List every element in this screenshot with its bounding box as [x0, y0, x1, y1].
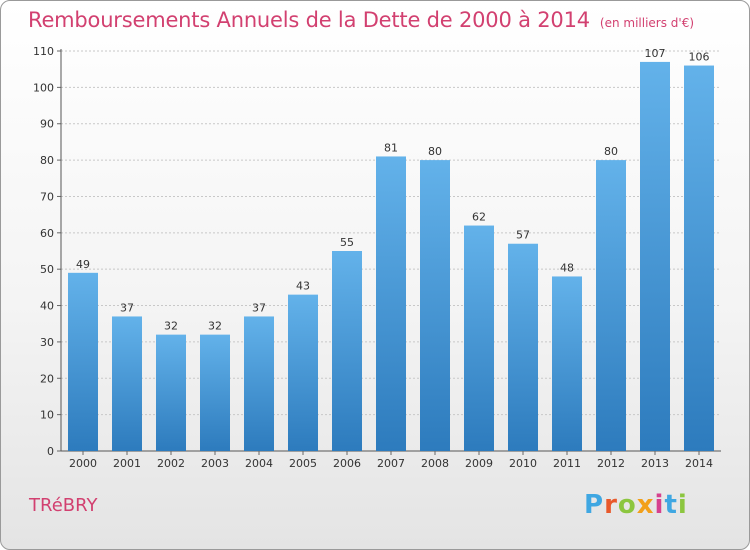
logo-letter: r [604, 490, 618, 520]
logo-letter: x [636, 490, 655, 520]
chart-subtitle: (en milliers d'€) [599, 16, 695, 30]
value-label: 106 [689, 51, 710, 64]
x-tick-label: 2004 [245, 457, 273, 470]
x-tick-label: 2014 [685, 457, 713, 470]
x-tick-label: 2007 [377, 457, 405, 470]
y-tick-label: 70 [40, 190, 54, 203]
bar [420, 160, 450, 451]
y-tick-label: 20 [40, 372, 54, 385]
y-tick-label: 100 [33, 81, 54, 94]
value-label: 49 [76, 258, 90, 271]
logo-letter: o [617, 490, 637, 520]
chart-title: Remboursements Annuels de la Dette de 20… [28, 8, 694, 32]
value-label: 37 [120, 301, 134, 314]
value-label: 48 [560, 261, 574, 274]
x-tick-label: 2001 [113, 457, 141, 470]
bar [200, 334, 230, 451]
logo-letter: t [664, 490, 678, 520]
bar [244, 316, 274, 451]
x-tick-label: 2002 [157, 457, 185, 470]
x-tick-label: 2006 [333, 457, 361, 470]
y-tick-label: 50 [40, 263, 54, 276]
y-tick-label: 110 [33, 45, 54, 58]
value-label: 55 [340, 236, 354, 249]
value-label: 32 [208, 320, 222, 333]
y-tick-label: 90 [40, 118, 54, 131]
value-label: 32 [164, 320, 178, 333]
value-label: 62 [472, 211, 486, 224]
value-label: 37 [252, 301, 266, 314]
x-tick-label: 2008 [421, 457, 449, 470]
x-tick-label: 2013 [641, 457, 669, 470]
y-tick-label: 80 [40, 154, 54, 167]
value-label: 81 [384, 141, 398, 154]
x-tick-label: 2010 [509, 457, 537, 470]
y-tick-label: 60 [40, 227, 54, 240]
bar [552, 276, 582, 451]
bar [640, 61, 670, 452]
x-tick-label: 2011 [553, 457, 581, 470]
bar [288, 294, 318, 451]
bar [508, 243, 538, 451]
bar [68, 272, 98, 451]
bar [684, 65, 714, 451]
x-tick-label: 2012 [597, 457, 625, 470]
value-label: 80 [428, 145, 442, 158]
logo-letter: i [654, 490, 665, 520]
x-tick-label: 2000 [69, 457, 97, 470]
y-tick-label: 10 [40, 409, 54, 422]
logo-letter: i [677, 490, 688, 520]
value-labels: 49 37 32 32 37 43 55 81 80 62 57 48 80 107 106 [76, 47, 710, 333]
bar [112, 316, 142, 451]
bar [464, 225, 494, 451]
y-tick-label: 40 [40, 300, 54, 313]
value-label: 80 [604, 145, 618, 158]
bar [596, 160, 626, 451]
proxiti-logo[interactable]: Proxiti [584, 490, 688, 520]
chart-title-main: Remboursements Annuels de la Dette de 20… [28, 8, 590, 32]
y-tick-label: 0 [47, 445, 54, 458]
value-label: 43 [296, 280, 310, 293]
location-label: TRéBRY [29, 495, 98, 516]
value-label: 57 [516, 229, 530, 242]
bar [376, 156, 406, 452]
x-tick-label: 2003 [201, 457, 229, 470]
bar [156, 334, 186, 451]
x-tick-label: 2005 [289, 457, 317, 470]
logo-letter: P [584, 490, 605, 520]
bars [68, 61, 714, 452]
y-tick-label: 30 [40, 336, 54, 349]
value-label: 107 [645, 47, 666, 60]
bar [332, 251, 362, 451]
x-tick-label: 2009 [465, 457, 493, 470]
